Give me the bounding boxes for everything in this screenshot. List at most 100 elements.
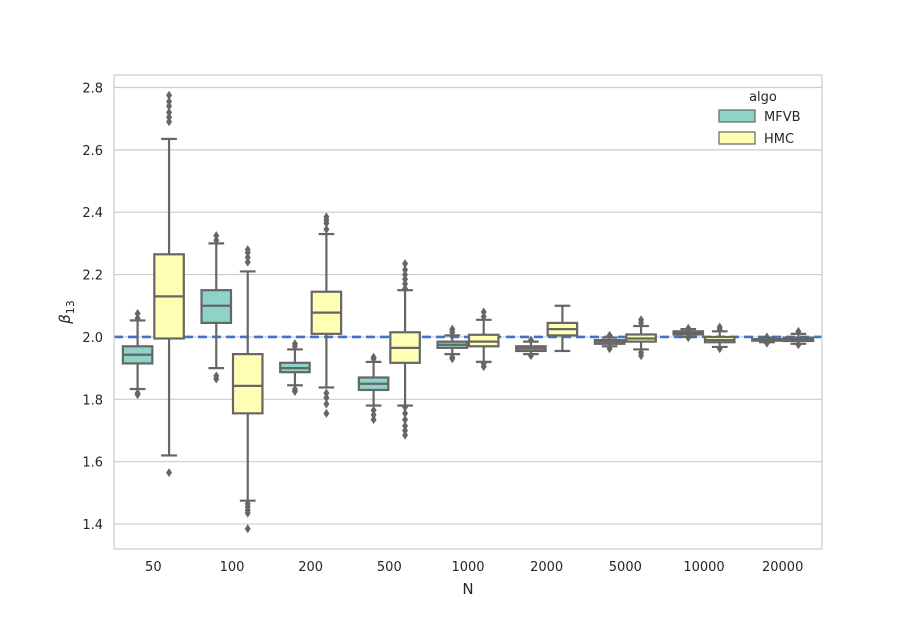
outlier-mfvb-500-2 bbox=[370, 405, 377, 415]
outlier-mfvb-10000-1 bbox=[685, 323, 692, 333]
y-axis-label-subscript: 13 bbox=[64, 300, 77, 314]
outlier-hmc-50-0 bbox=[166, 468, 173, 478]
legend-title: algo bbox=[749, 90, 777, 105]
outlier-hmc-500-6 bbox=[402, 284, 409, 294]
outlier-mfvb-100-1 bbox=[213, 371, 220, 381]
box-hmc-1000 bbox=[467, 307, 500, 372]
y-tick-labels: 1.4 1.6 1.8 2.0 2.2 2.4 2.6 2.8 bbox=[82, 81, 103, 533]
x-tick-label-5000: 5000 bbox=[609, 560, 642, 575]
x-tick-label-200: 200 bbox=[298, 560, 323, 575]
y-tick-label-1.8: 1.8 bbox=[82, 393, 103, 408]
x-tick-label-10000: 10000 bbox=[683, 560, 724, 575]
outlier-hmc-500-1 bbox=[402, 426, 409, 435]
box-mfvb-50 bbox=[121, 309, 154, 400]
outlier-hmc-50-5 bbox=[166, 97, 173, 107]
outlier-mfvb-500-0 bbox=[370, 415, 377, 425]
box-hmc-10000 bbox=[703, 322, 736, 354]
y-axis-label-base: β bbox=[56, 314, 74, 325]
outlier-hmc-500-5 bbox=[402, 402, 409, 412]
legend-label-mfvb: MFVB bbox=[764, 110, 801, 125]
outlier-mfvb-1000-3 bbox=[449, 324, 456, 334]
outlier-hmc-1000-3 bbox=[480, 307, 487, 317]
outlier-hmc-1000-2 bbox=[480, 312, 487, 322]
outlier-hmc-10000-2 bbox=[716, 322, 723, 332]
box-mfvb-10000 bbox=[672, 323, 705, 343]
box-hmc-200 bbox=[310, 212, 343, 418]
x-tick-label-20000: 20000 bbox=[762, 560, 803, 575]
outlier-hmc-500-2 bbox=[402, 421, 409, 431]
x-tick-label-2000: 2000 bbox=[530, 560, 563, 575]
outlier-hmc-50-3 bbox=[166, 107, 173, 117]
box-mfvb-500 bbox=[357, 352, 390, 425]
outlier-hmc-200-2 bbox=[323, 393, 330, 403]
legend-item-mfvb: MFVB bbox=[718, 109, 801, 125]
outlier-hmc-500-7 bbox=[402, 279, 409, 289]
outlier-hmc-100-0 bbox=[244, 524, 251, 534]
outlier-mfvb-100-3 bbox=[213, 231, 220, 241]
outlier-mfvb-1000-1 bbox=[449, 352, 456, 362]
outlier-hmc-20000-0 bbox=[795, 340, 802, 350]
x-tick-labels: 50 100 200 500 1000 2000 5000 10000 20000 bbox=[145, 560, 803, 575]
outlier-hmc-1000-1 bbox=[480, 358, 487, 368]
outlier-mfvb-500-1 bbox=[370, 410, 377, 420]
outlier-hmc-500-11 bbox=[402, 259, 409, 269]
outlier-mfvb-500-4 bbox=[370, 352, 377, 362]
box-hmc-2000 bbox=[546, 304, 579, 353]
outlier-hmc-50-6 bbox=[166, 90, 173, 100]
outlier-mfvb-2000-1 bbox=[527, 335, 534, 345]
x-axis-label: N bbox=[462, 580, 473, 598]
x-tick-label-1000: 1000 bbox=[451, 560, 484, 575]
legend: algo MFVB HMC bbox=[718, 90, 801, 147]
outlier-hmc-200-1 bbox=[323, 399, 330, 409]
box-mfvb-2000 bbox=[515, 335, 547, 361]
y-tick-label-2.8: 2.8 bbox=[82, 81, 103, 96]
outlier-hmc-5000-1 bbox=[638, 348, 645, 358]
outlier-mfvb-2000-0 bbox=[527, 351, 534, 361]
y-axis-label: β13 bbox=[56, 300, 77, 325]
outlier-hmc-50-1 bbox=[166, 117, 173, 127]
outlier-hmc-200-0 bbox=[323, 408, 330, 418]
outlier-hmc-200-7 bbox=[323, 212, 330, 222]
outlier-mfvb-50-1 bbox=[134, 388, 141, 398]
box-hmc-50 bbox=[153, 90, 185, 478]
legend-item-hmc: HMC bbox=[718, 131, 794, 147]
outlier-hmc-100-4 bbox=[244, 499, 251, 509]
outlier-hmc-100-8 bbox=[244, 245, 251, 255]
y-tick-label-2.0: 2.0 bbox=[82, 331, 103, 346]
box-mfvb-5000 bbox=[593, 330, 626, 354]
legend-swatch-mfvb bbox=[718, 109, 756, 123]
outlier-mfvb-20000-1 bbox=[763, 332, 770, 342]
outlier-mfvb-100-2 bbox=[213, 235, 220, 245]
x-tick-label-500: 500 bbox=[377, 560, 402, 575]
y-tick-label-2.2: 2.2 bbox=[82, 269, 103, 284]
y-tick-label-1.4: 1.4 bbox=[82, 518, 103, 533]
outlier-mfvb-10000-0 bbox=[685, 333, 692, 343]
plot-frame bbox=[113, 74, 823, 550]
outlier-mfvb-20000-0 bbox=[763, 338, 770, 348]
legend-swatch-hmc bbox=[718, 131, 756, 145]
box-mfvb-100 bbox=[200, 231, 233, 384]
outlier-hmc-200-3 bbox=[323, 388, 330, 398]
outlier-hmc-5000-3 bbox=[638, 315, 645, 325]
box-body-hmc-100 bbox=[231, 352, 264, 415]
x-tick-label-100: 100 bbox=[220, 560, 245, 575]
box-hmc-5000 bbox=[625, 315, 657, 361]
outlier-mfvb-5000-0 bbox=[606, 344, 613, 354]
outlier-mfvb-5000-1 bbox=[606, 330, 613, 340]
box-mfvb-1000 bbox=[436, 324, 469, 364]
outlier-hmc-500-10 bbox=[402, 265, 409, 275]
outlier-hmc-200-4 bbox=[323, 224, 330, 234]
outlier-mfvb-200-1 bbox=[291, 384, 298, 394]
svg-text:β13: β13 bbox=[56, 300, 77, 325]
outlier-hmc-20000-1 bbox=[795, 326, 802, 336]
x-tick-label-50: 50 bbox=[145, 560, 162, 575]
outlier-hmc-500-9 bbox=[402, 270, 409, 280]
box-hmc-100 bbox=[231, 245, 264, 534]
outlier-hmc-100-6 bbox=[244, 252, 251, 262]
outlier-mfvb-50-2 bbox=[134, 313, 141, 323]
outlier-mfvb-50-3 bbox=[134, 309, 141, 319]
outlier-hmc-500-0 bbox=[402, 430, 409, 440]
box-hmc-500 bbox=[389, 259, 421, 440]
outlier-hmc-500-8 bbox=[402, 274, 409, 284]
